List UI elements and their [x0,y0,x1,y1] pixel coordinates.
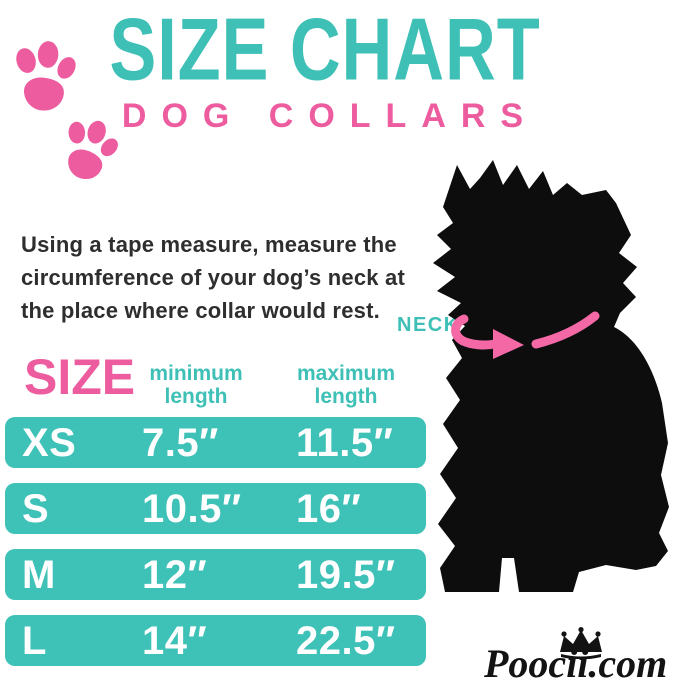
column-header-minimum-length: minimum length [149,362,243,408]
min-length-cell: 10.5″ [142,487,242,531]
size-cell: M [22,553,56,597]
min-length-cell: 12″ [142,553,208,597]
dog-illustration [400,145,670,595]
paw-print-icon [16,41,76,111]
size-table: XS 7.5″ 11.5″ S 10.5″ 16″ M 12″ 19.5″ L … [5,417,426,666]
min-length-cell: 7.5″ [142,421,219,465]
table-row-l: L 14″ 22.5″ [5,615,426,666]
size-cell: L [22,619,47,663]
brand-name: Poocii.com [484,641,668,686]
measure-instructions: Using a tape measure, measure the circum… [21,232,405,323]
max-length-cell: 11.5″ [296,421,394,465]
table-size-header: SIZE [24,349,136,405]
size-cell: S [22,487,50,531]
table-row-s: S 10.5″ 16″ [5,483,426,534]
dog-silhouette [433,160,669,592]
min-length-cell: 14″ [142,619,208,663]
paw-print-icon [68,120,118,180]
max-length-cell: 22.5″ [296,619,396,663]
table-row-m: M 12″ 19.5″ [5,549,426,600]
crown-icon [560,627,602,659]
size-cell: XS [22,421,77,465]
collar-arrow-icon [451,311,600,359]
page-title: SIZE CHART [109,0,541,99]
max-length-cell: 16″ [296,487,362,531]
column-header-maximum-length: maximum length [296,362,396,408]
page-subtitle: DOG COLLARS [121,97,539,135]
neck-label: NECK [397,314,460,336]
max-length-cell: 19.5″ [296,553,396,597]
table-row-xs: XS 7.5″ 11.5″ [5,417,426,468]
